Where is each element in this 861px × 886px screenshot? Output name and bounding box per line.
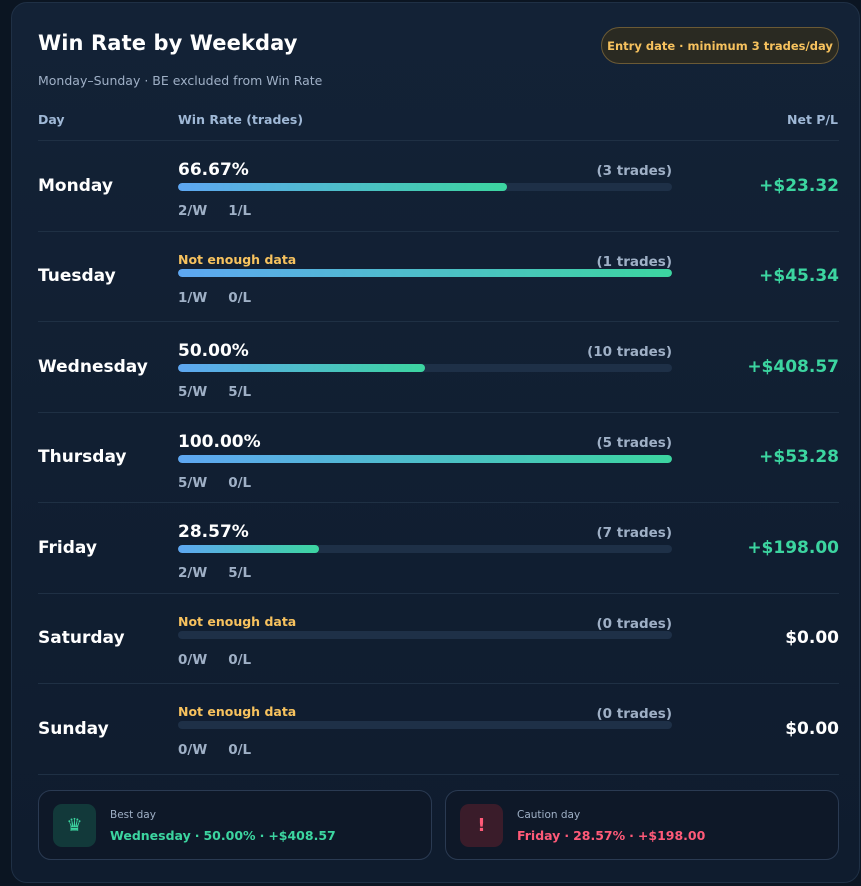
day-name: Friday: [38, 537, 97, 558]
win-rate-bar: [178, 630, 672, 639]
best-day-pl: +$408.57: [268, 828, 336, 843]
caution-day-value: Friday · 28.57% · +$198.00: [517, 828, 705, 843]
win-rate-bar: [178, 364, 672, 372]
win-rate-bar-fill: [178, 183, 508, 191]
win-rate-value: Not enough data: [178, 704, 297, 719]
losses-count: 0/L: [228, 474, 252, 491]
trade-count: (3 trades): [596, 163, 672, 179]
losses-count: 0/L: [228, 289, 252, 306]
caution-day-separator: ·: [629, 828, 634, 843]
trade-count: (0 trades): [596, 615, 672, 632]
exclamation-icon: !: [460, 804, 503, 847]
weekday-row: Monday 66.67% (3 trades) 2/W 1/L +$23.32: [38, 141, 839, 232]
wins-count: 2/W: [178, 203, 208, 219]
losses-count: 5/L: [228, 565, 252, 581]
win-rate-value: 100.00%: [178, 431, 261, 452]
losses-count: 0/L: [228, 742, 252, 758]
win-rate-card: Win Rate by Weekday Monday–Sunday · BE e…: [11, 2, 860, 883]
net-pl-value: +$53.28: [759, 447, 839, 468]
win-loss-counts: 1/W 0/L: [178, 290, 251, 306]
weekday-row: Wednesday 50.00% (10 trades) 5/W 5/L +$408.57: [38, 322, 839, 413]
win-rate-bar: [178, 545, 672, 553]
trade-count: (7 trades): [596, 525, 672, 541]
best-day-separator: ·: [194, 828, 200, 843]
best-day-card: ♛ Best day Wednesday · 50.00% · +$408.57: [38, 790, 432, 860]
caution-day-pl: +$198.00: [637, 828, 706, 843]
criteria-badge[interactable]: Entry date · minimum 3 trades/day: [601, 27, 839, 64]
weekday-row: Tuesday Not enough data (1 trades) 1/W 0/L +$…: [38, 232, 839, 322]
net-pl-value: $0.00: [785, 628, 839, 649]
net-pl-value: +$198.00: [747, 537, 839, 558]
win-loss-counts: 2/W 5/L: [178, 565, 251, 581]
trade-count: (1 trades): [596, 253, 672, 270]
win-rate-value: Not enough data: [178, 251, 297, 267]
trade-count: (5 trades): [596, 434, 672, 451]
win-rate-value: 50.00%: [178, 341, 249, 361]
day-name: Saturday: [38, 628, 125, 649]
best-day-rate: 50.00%: [203, 828, 256, 843]
weekday-table: Monday 66.67% (3 trades) 2/W 1/L +$23.32 Tuesd…: [38, 140, 839, 775]
net-pl-value: +$45.34: [759, 266, 839, 287]
caution-day-caption: Caution day: [517, 809, 581, 821]
day-name: Sunday: [38, 718, 109, 739]
column-header-day: Day: [38, 112, 65, 127]
wins-count: 0/W: [178, 651, 208, 668]
card-subtitle: Monday–Sunday · BE excluded from Win Rat…: [38, 73, 323, 88]
day-name: Wednesday: [38, 356, 148, 377]
caution-day-card: ! Caution day Friday · 28.57% · +$198.00: [445, 790, 839, 860]
weekday-row: Saturday Not enough data (0 trades) 0/W 0/L $…: [38, 594, 839, 684]
caution-day-name: Friday: [517, 828, 561, 843]
weekday-row: Sunday Not enough data (0 trades) 0/W 0/L $0.…: [38, 684, 839, 775]
best-day-value: Wednesday · 50.00% · +$408.57: [110, 828, 336, 843]
losses-count: 5/L: [228, 384, 252, 400]
win-rate-bar: [178, 721, 672, 729]
win-rate-bar-fill: [178, 268, 672, 277]
net-pl-value: +$23.32: [759, 175, 839, 196]
caution-day-rate: 28.57%: [573, 828, 626, 843]
best-day-separator: ·: [259, 828, 265, 843]
net-pl-value: $0.00: [785, 718, 839, 739]
losses-count: 1/L: [228, 203, 252, 219]
day-name: Monday: [38, 175, 113, 196]
net-pl-value: +$408.57: [747, 356, 839, 377]
best-day-caption: Best day: [110, 809, 156, 821]
win-loss-counts: 0/W 0/L: [178, 652, 251, 668]
weekday-row: Friday 28.57% (7 trades) 2/W 5/L +$198.00: [38, 503, 839, 594]
wins-count: 1/W: [178, 289, 208, 306]
win-rate-bar-fill: [178, 545, 320, 553]
column-header-net-pl: Net P/L: [787, 112, 838, 127]
win-rate-bar: [178, 183, 672, 191]
caution-day-separator: ·: [564, 828, 570, 843]
wins-count: 5/W: [178, 384, 208, 400]
win-loss-counts: 5/W 5/L: [178, 384, 251, 400]
win-loss-counts: 5/W 0/L: [178, 475, 251, 491]
win-rate-value: Not enough data: [178, 613, 297, 629]
win-rate-value: 66.67%: [178, 160, 249, 180]
best-day-name: Wednesday: [110, 828, 191, 843]
weekday-row: Thursday 100.00% (5 trades) 5/W 0/L +$53.28: [38, 413, 839, 503]
day-name: Thursday: [38, 447, 127, 468]
day-name: Tuesday: [38, 266, 116, 287]
win-rate-bar-fill: [178, 454, 672, 463]
trade-count: (0 trades): [596, 706, 672, 722]
wins-count: 0/W: [178, 742, 208, 758]
wins-count: 5/W: [178, 474, 208, 491]
card-title: Win Rate by Weekday: [38, 31, 298, 55]
win-rate-bar: [178, 454, 672, 463]
trade-count: (10 trades): [587, 344, 672, 360]
win-loss-counts: 2/W 1/L: [178, 203, 251, 219]
win-rate-value: 28.57%: [178, 522, 249, 542]
losses-count: 0/L: [228, 651, 252, 668]
column-header-win-rate: Win Rate (trades): [178, 112, 304, 127]
win-loss-counts: 0/W 0/L: [178, 742, 251, 758]
win-rate-bar: [178, 268, 672, 277]
win-rate-bar-fill: [178, 364, 425, 372]
crown-icon: ♛: [53, 804, 96, 847]
wins-count: 2/W: [178, 565, 208, 581]
